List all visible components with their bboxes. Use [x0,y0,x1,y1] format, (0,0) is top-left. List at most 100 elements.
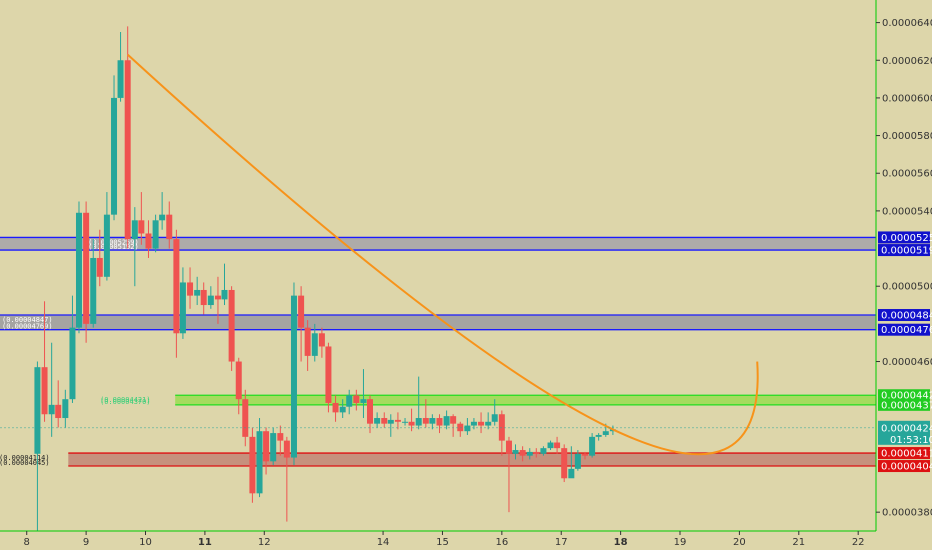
x-tick-label: 14 [377,537,390,548]
x-tick-label: 17 [555,537,568,548]
current-price-badge [878,420,930,445]
y-tick-label: 0.00006400 [882,18,932,29]
candle-down [263,431,270,462]
candle-up [311,333,318,356]
candle-down [436,418,443,426]
x-tick-label: 15 [436,537,449,548]
y-tick-label: 0.00005800 [882,131,932,142]
zone-4847-band [0,315,876,330]
candle-up [290,295,297,458]
candle-up [602,431,609,435]
candle-down [366,399,373,424]
candle-up [34,367,41,454]
candle-up [429,418,436,424]
candle-up [491,414,498,422]
candle-up [485,421,492,426]
candle-down [381,418,388,424]
candle-up [69,327,76,400]
candle-down [498,414,505,441]
zones-layer: (0.00005259)(0.00005192) (0.00004847) (0.0… [0,236,877,467]
price-badge-label: 0.00005192 [881,246,932,257]
candle-up [547,442,554,449]
candle-down [277,433,284,441]
candle-down [325,346,332,403]
price-badge [878,309,930,322]
candle-up [360,399,367,403]
zone-label-top: (0.00005259) [88,238,139,246]
candle-up [103,214,110,277]
x-tick-label: 20 [733,537,746,548]
candle-down [249,436,256,494]
candle-down [166,214,173,240]
zone-label-top: (0.00004847) [2,316,53,324]
y-tick-label: 0.00005400 [882,206,932,217]
candle-down [41,367,48,415]
candle-up [117,60,124,98]
candle-up [194,289,201,296]
price-badge [878,323,930,336]
candle-up [443,416,450,426]
y-tick-label: 0.00003800 [882,508,932,519]
candle-up [374,418,381,424]
candle-up [589,436,596,456]
candle-up [574,453,581,469]
candle-up [90,257,97,324]
price-badge [878,447,930,460]
candle-up [346,395,353,407]
candles-layer [34,26,616,531]
candle-up [179,282,186,334]
candle-up [526,451,533,456]
candle-up [387,419,394,424]
candle-up [152,220,159,249]
price-badge [878,231,930,244]
candle-down [304,327,311,356]
candle-down [214,295,221,300]
x-tick-label: 11 [198,537,212,548]
candle-up [75,212,82,328]
candle-down [505,440,512,454]
candle-down [242,399,249,437]
x-tick-label: 19 [674,537,687,548]
price-badge-label: 0.00004421 [881,391,932,402]
zone-label-bottom: (0.00004045) [0,459,50,467]
candle-down [353,395,360,403]
candle-down [533,451,540,454]
trend-curve [127,53,759,456]
y-tick-label: 0.00006200 [882,56,932,67]
candle-up [415,418,422,426]
candle-up [111,97,118,215]
y-tick-label: 0.00005600 [882,169,932,180]
candle-down [561,448,568,479]
candle-down [200,289,207,306]
y-tick-label: 0.00006000 [882,93,932,104]
x-tick-label: 22 [852,537,865,548]
x-tick-label: 18 [614,537,628,548]
candle-down [408,421,415,426]
candle-down [235,361,242,400]
candle-up [48,404,55,415]
x-tick-label: 8 [24,537,30,548]
price-badge-label: 0.00004370 [881,400,932,411]
price-badge [878,398,930,411]
zone-4421-band [175,395,876,405]
candle-up [221,289,228,300]
candle-down [96,257,103,277]
candle-up [159,214,166,221]
candle-up [62,399,69,419]
candle-up [256,431,263,494]
zone-label-bottom: (0.00005192) [88,243,139,251]
y-tick-label: 0.00004600 [882,357,932,368]
price-badge [878,460,930,473]
price-badge [878,244,930,257]
candle-up [270,433,277,462]
x-tick-label: 16 [495,537,508,548]
candle-up [339,406,346,413]
price-badge-label: 0.00004847 [881,311,932,322]
price-badge-label: 0.00004114 [881,449,932,460]
zone-label-top: (0.00004114) [0,454,50,462]
candle-down [554,442,561,449]
candle-down [145,233,152,249]
